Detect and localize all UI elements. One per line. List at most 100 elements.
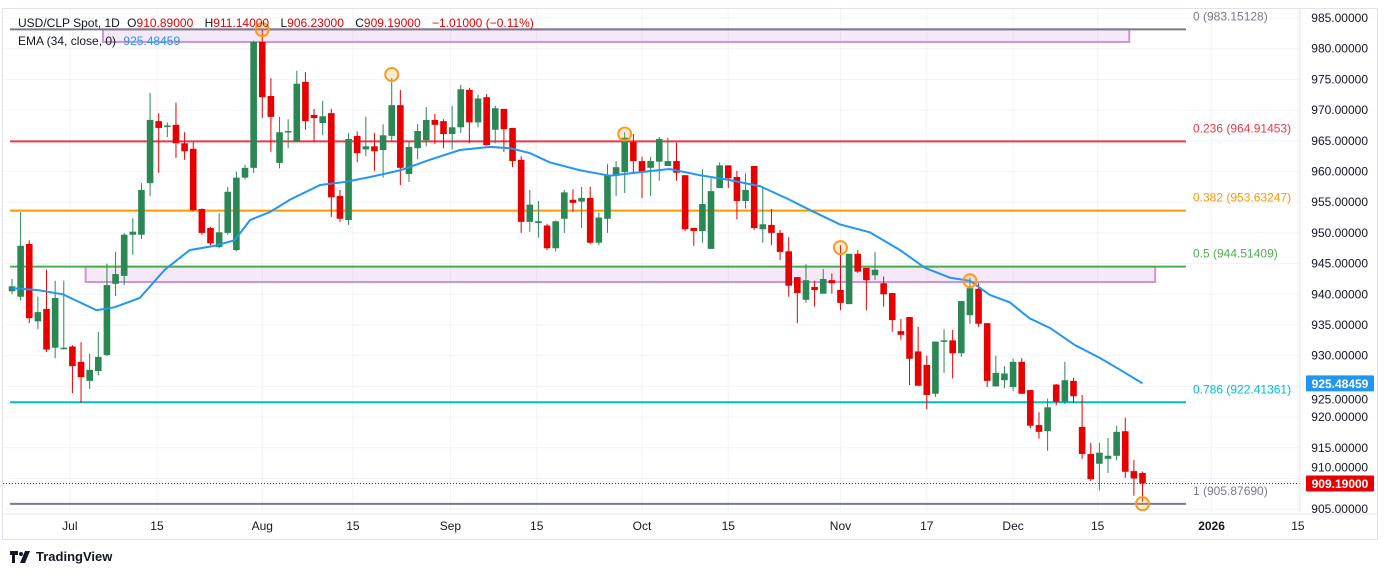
candle[interactable] [491, 105, 499, 144]
candle[interactable] [336, 189, 344, 222]
candle[interactable] [759, 186, 767, 243]
candle[interactable] [707, 178, 715, 249]
candle[interactable] [569, 189, 577, 213]
candle[interactable] [664, 137, 672, 166]
candle[interactable] [17, 212, 24, 301]
candle[interactable] [949, 329, 956, 379]
candle[interactable] [483, 94, 490, 146]
candle[interactable] [535, 200, 542, 238]
candle[interactable] [34, 296, 42, 330]
candle[interactable] [293, 70, 301, 143]
candle[interactable] [1009, 358, 1017, 391]
candle[interactable] [586, 186, 594, 244]
candle[interactable] [681, 175, 689, 232]
candle[interactable] [716, 162, 723, 189]
candle[interactable] [120, 232, 128, 286]
ema-line[interactable] [11, 145, 1144, 385]
candle[interactable] [164, 122, 171, 138]
candle[interactable] [440, 119, 447, 149]
candle[interactable] [897, 318, 905, 340]
candle[interactable] [1052, 383, 1060, 406]
candle[interactable] [60, 280, 68, 350]
candle[interactable] [466, 87, 473, 144]
candle[interactable] [189, 142, 197, 212]
highlight-marker-circle[interactable] [962, 273, 978, 289]
candle[interactable] [828, 273, 836, 294]
candle[interactable] [863, 267, 870, 311]
candle[interactable] [1087, 442, 1095, 481]
candle[interactable] [724, 165, 732, 189]
candle[interactable] [224, 186, 232, 235]
candle[interactable] [328, 108, 335, 217]
candle[interactable] [1113, 425, 1120, 461]
candle[interactable] [673, 142, 680, 181]
candle[interactable] [1104, 437, 1112, 473]
candle[interactable] [8, 278, 16, 295]
candle[interactable] [319, 100, 326, 136]
candle[interactable] [1096, 442, 1103, 491]
candle[interactable] [517, 156, 525, 233]
candle[interactable] [138, 183, 145, 240]
candle[interactable] [207, 226, 214, 246]
candle[interactable] [112, 251, 119, 297]
candle[interactable] [1035, 412, 1043, 439]
candle[interactable] [819, 269, 827, 294]
candle[interactable] [69, 345, 76, 394]
candle[interactable] [543, 223, 551, 251]
candle[interactable] [353, 131, 361, 163]
candle[interactable] [612, 161, 620, 197]
candle[interactable] [638, 156, 646, 198]
candle[interactable] [310, 108, 318, 143]
candle[interactable] [1027, 390, 1034, 429]
tradingview-logo[interactable]: TradingView [10, 549, 112, 564]
candle[interactable] [1001, 366, 1008, 389]
candle[interactable] [379, 124, 387, 178]
candle[interactable] [250, 40, 257, 173]
candle[interactable] [1070, 377, 1077, 403]
candle[interactable] [966, 277, 974, 324]
candle[interactable] [258, 29, 266, 119]
highlight-marker-circle[interactable] [254, 22, 270, 38]
candle[interactable] [500, 108, 508, 152]
candle[interactable] [647, 156, 654, 197]
zone-rectangle[interactable] [84, 265, 1157, 284]
highlight-marker-circle[interactable] [384, 66, 400, 82]
candle[interactable] [345, 132, 352, 225]
candle[interactable] [837, 245, 844, 311]
candle[interactable] [768, 208, 775, 246]
candle[interactable] [1130, 460, 1138, 496]
candle[interactable] [854, 250, 862, 273]
candle[interactable] [284, 119, 292, 149]
candle[interactable] [431, 113, 439, 144]
candle[interactable] [992, 355, 1000, 387]
candle[interactable] [526, 189, 534, 232]
candle[interactable] [146, 92, 154, 197]
candle[interactable] [509, 127, 516, 168]
candle[interactable] [880, 276, 887, 307]
candle[interactable] [362, 116, 370, 157]
candle[interactable] [103, 263, 111, 357]
candle[interactable] [630, 134, 637, 174]
ema-label[interactable]: EMA (34, close, 0) [18, 34, 117, 48]
candle[interactable] [733, 170, 741, 220]
candle[interactable] [845, 253, 853, 305]
candle[interactable] [397, 89, 404, 186]
candle[interactable] [794, 277, 801, 324]
candle[interactable] [77, 342, 85, 403]
candle[interactable] [595, 212, 603, 246]
candle[interactable] [414, 124, 421, 160]
candle[interactable] [1018, 358, 1026, 394]
candle[interactable] [785, 237, 792, 297]
candle[interactable] [888, 293, 896, 332]
candle[interactable] [302, 72, 309, 130]
candle[interactable] [940, 329, 948, 373]
candle[interactable] [155, 113, 163, 173]
candle[interactable] [1121, 417, 1129, 478]
candle[interactable] [25, 240, 33, 324]
candle[interactable] [914, 326, 922, 386]
highlight-marker-circle[interactable] [1135, 496, 1151, 512]
candle[interactable] [388, 78, 396, 143]
candle[interactable] [750, 165, 758, 230]
candle[interactable] [983, 323, 991, 388]
